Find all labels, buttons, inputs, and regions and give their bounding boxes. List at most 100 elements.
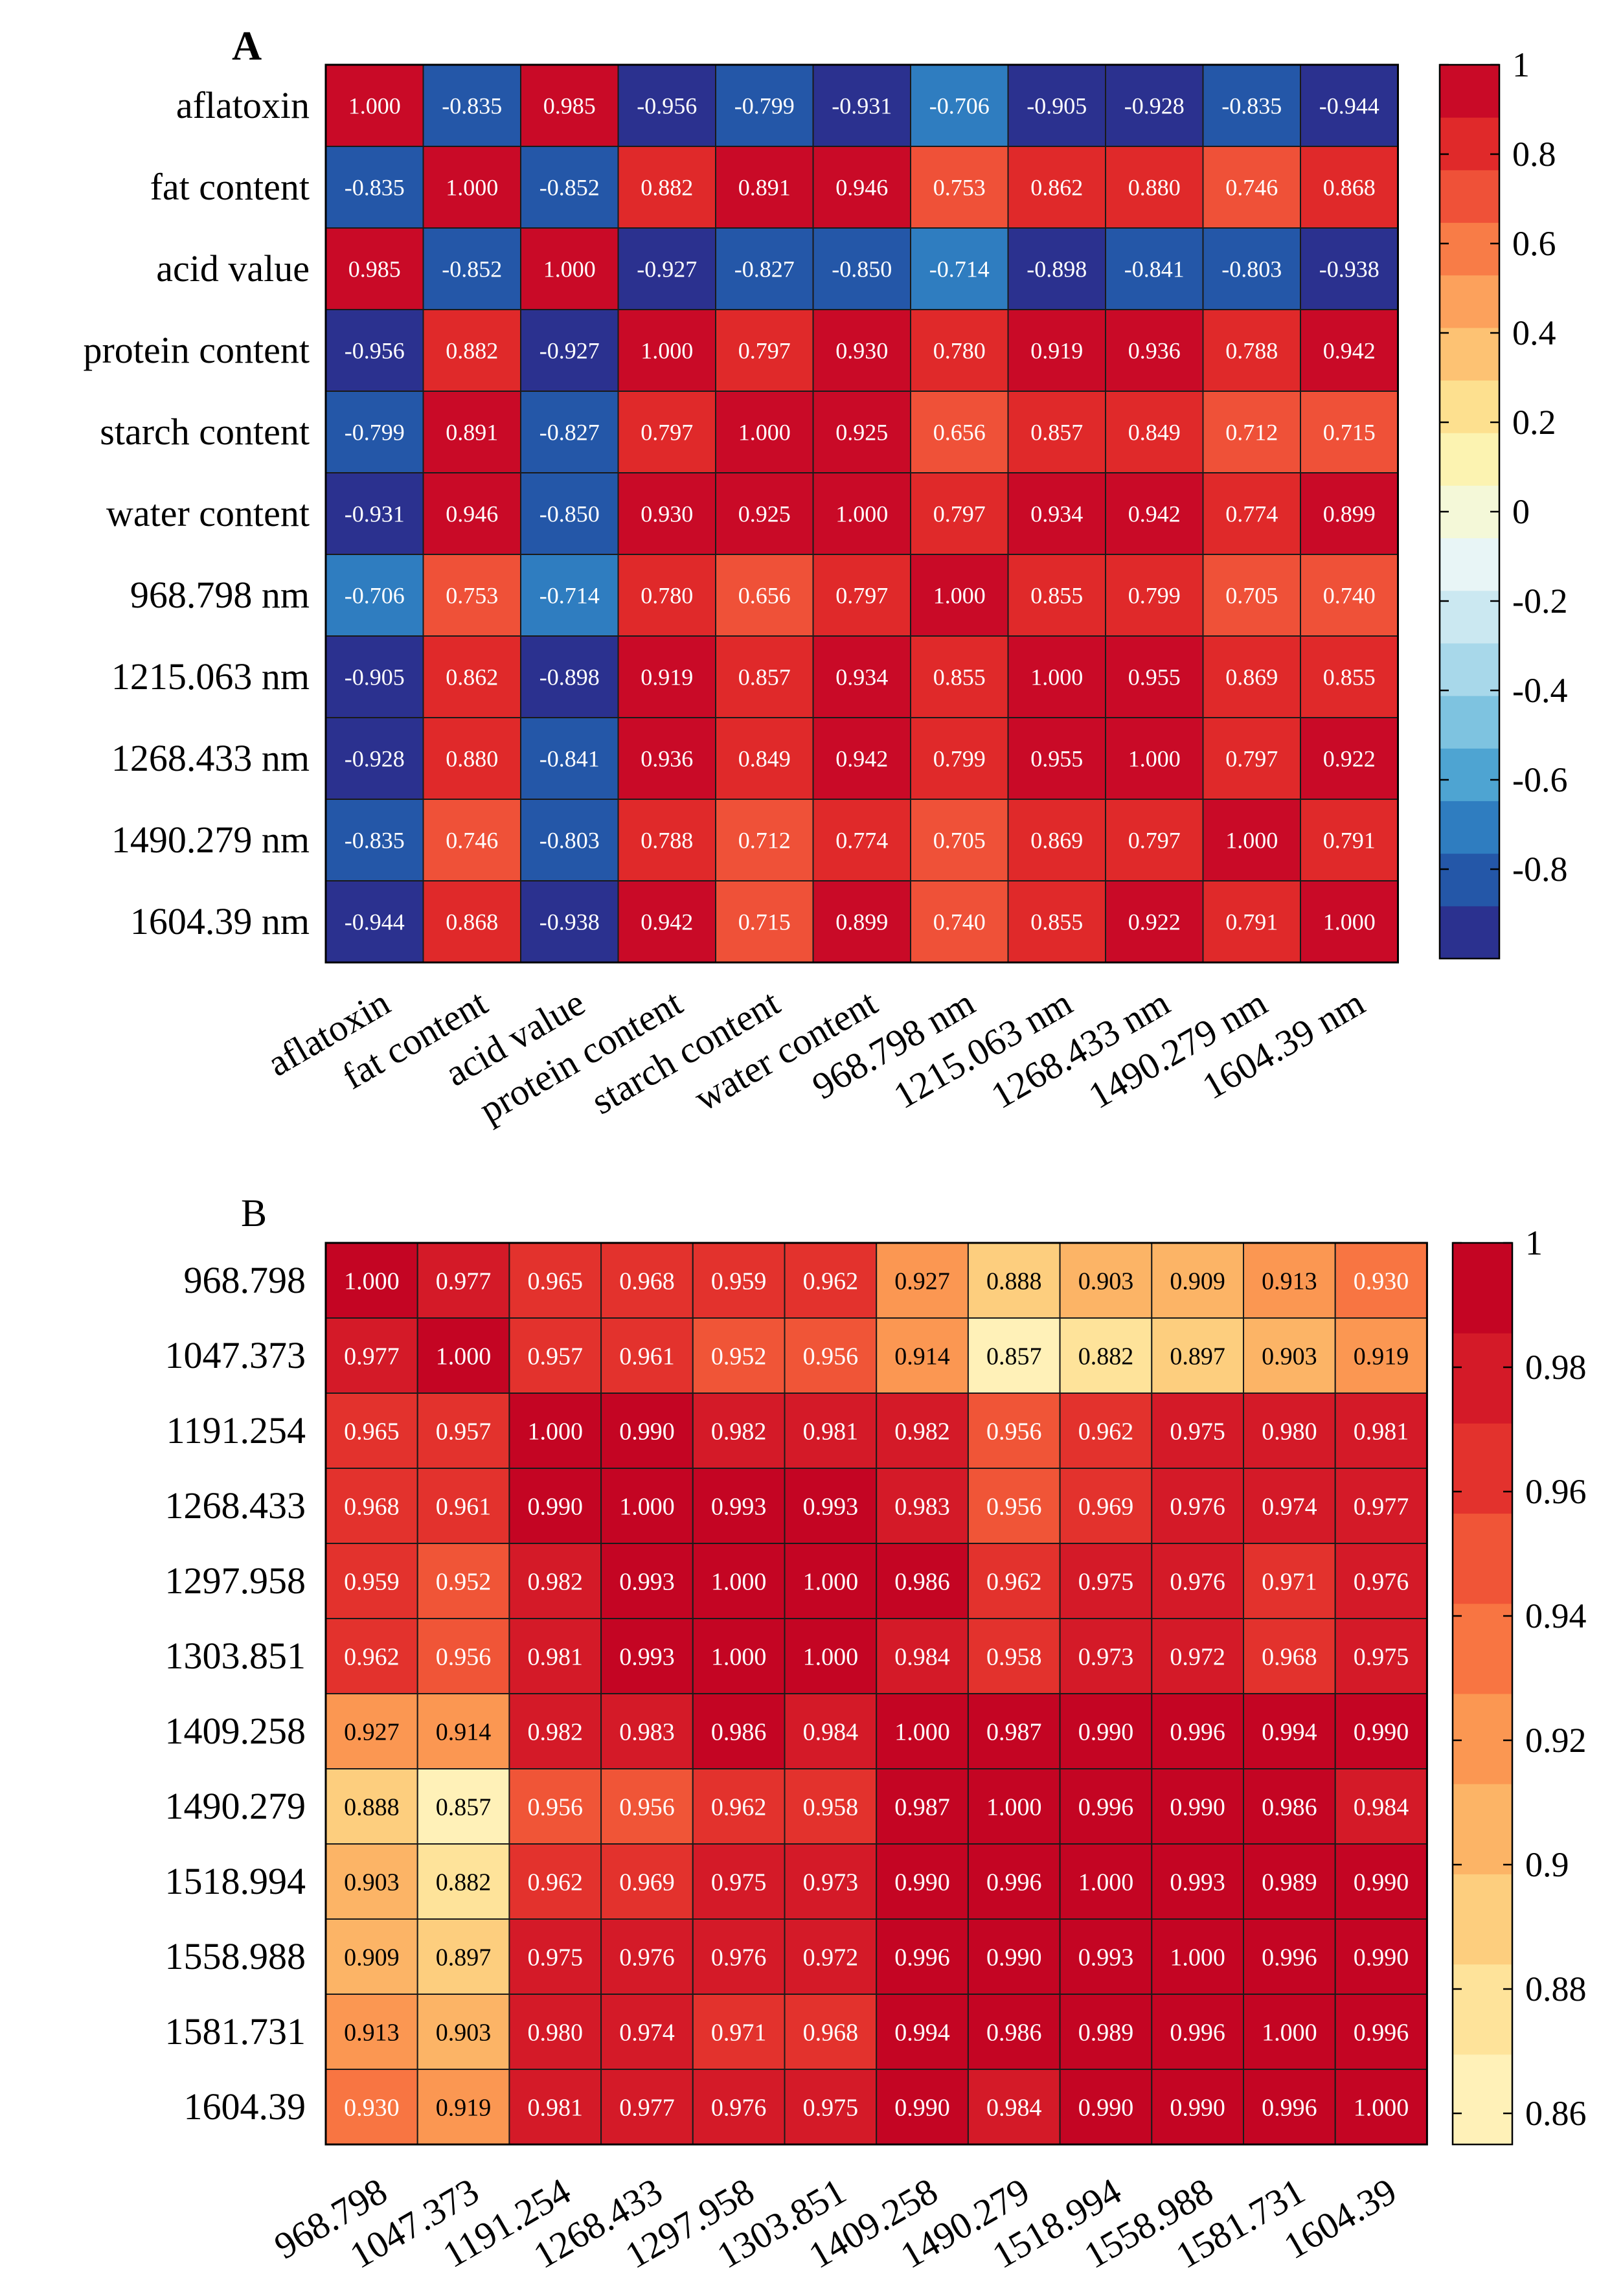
cell-value-label: 0.753 [933, 175, 986, 201]
colorbar-band [1453, 1603, 1512, 1694]
cell-value-label: 0.957 [436, 1418, 492, 1445]
cell-value-label: 0.869 [1225, 665, 1278, 690]
cell-value-label: 0.855 [1030, 583, 1083, 609]
cell-value-label: 0.984 [894, 1643, 950, 1670]
cell-value-label: 0.984 [986, 2094, 1042, 2121]
row-tick-label: aflatoxin [176, 84, 310, 126]
cell-value-label: 0.797 [835, 583, 888, 609]
cell-value-label: 0.934 [1030, 501, 1083, 527]
cell-value-label: 0.977 [344, 1343, 400, 1370]
colorbar-border [1451, 1242, 1514, 2146]
row-tick-label: 1604.39 nm [130, 900, 310, 942]
cell-value-label: -0.706 [345, 583, 405, 609]
heatmap-cell [508, 1317, 602, 1394]
colorbar-band [1440, 380, 1499, 433]
cell-value-label: 0.919 [1354, 1343, 1409, 1370]
panel-label: B [241, 1192, 267, 1234]
heatmap-cell [1202, 309, 1301, 392]
cell-value-label: 0.981 [528, 1643, 584, 1670]
heatmap-cell [910, 635, 1009, 718]
heatmap-cell [1243, 1918, 1336, 1995]
cell-value-label: -0.898 [539, 665, 600, 690]
cell-value-label: 0.984 [803, 1718, 859, 1745]
cell-value-label: -0.827 [539, 420, 600, 446]
cell-value-label: 0.962 [986, 1568, 1042, 1595]
heatmap-cell [692, 1768, 786, 1845]
colorbar-band [1453, 1513, 1512, 1604]
heatmap-cell [1151, 1317, 1245, 1394]
cell-value-label: 0.799 [1128, 583, 1181, 609]
cell-value-label: 0.956 [803, 1343, 859, 1370]
cell-value-label: 0.936 [1128, 338, 1181, 364]
cell-value-label: 0.980 [528, 2019, 584, 2046]
cell-value-label: 0.740 [933, 909, 986, 935]
cell-value-label: 0.791 [1323, 828, 1376, 854]
cell-value-label: 0.934 [835, 665, 888, 690]
heatmap-cell [1059, 1918, 1153, 1995]
heatmap-cell [1300, 717, 1399, 800]
row-tick-label: 1215.063 nm [111, 655, 310, 698]
heatmap-cell [1151, 1543, 1245, 1619]
colorbar-band [1440, 642, 1499, 696]
cell-value-label: 0.976 [1354, 1568, 1409, 1595]
heatmap-cell [325, 472, 424, 555]
heatmap-cell [1300, 880, 1399, 963]
heatmap-cell [1059, 1994, 1153, 2070]
cell-value-label: 0.993 [619, 1568, 675, 1595]
heatmap-cell [600, 1994, 694, 2070]
heatmap-cell [508, 1918, 602, 1995]
row-tick-label: fat content [150, 166, 310, 208]
heatmap-cell [520, 146, 619, 229]
heatmap-cell [520, 227, 619, 310]
heatmap-cell [1007, 717, 1106, 800]
colorbar-tick-label: 0.96 [1525, 1472, 1587, 1511]
heatmap-cell [520, 880, 619, 963]
cell-value-label: 0.987 [986, 1718, 1042, 1745]
heatmap-cell [1334, 1693, 1428, 1769]
cell-value-label: 0.993 [619, 1643, 675, 1670]
row-tick-label: protein content [83, 329, 310, 371]
cell-value-label: 0.946 [835, 175, 888, 201]
cell-value-label: 0.962 [1078, 1418, 1134, 1445]
colorbar-band [1440, 853, 1499, 907]
colorbar-band [1440, 696, 1499, 749]
heatmap-cell [325, 1468, 418, 1544]
heatmap-cell [876, 1768, 969, 1845]
cell-value-label: 0.971 [711, 2019, 767, 2046]
heatmap-cell [1334, 1317, 1428, 1394]
cell-value-label: 1.000 [1128, 746, 1181, 772]
heatmap-cell [325, 64, 424, 147]
cell-value-label: -0.714 [539, 583, 600, 609]
cell-value-label: 0.986 [986, 2019, 1042, 2046]
colorbar-tick-label: 0.88 [1525, 1970, 1587, 2008]
heatmap-cell [1334, 1843, 1428, 1920]
cell-value-label: 0.753 [446, 583, 498, 609]
heatmap-cell [1300, 799, 1399, 881]
cell-value-label: 0.855 [933, 665, 986, 690]
cell-value-label: -0.827 [734, 256, 795, 282]
colorbar-band [1440, 222, 1499, 276]
heatmap-cell [1334, 1543, 1428, 1619]
heatmap-cell [812, 64, 911, 147]
heatmap-cell [422, 554, 521, 637]
heatmap-cell [812, 554, 911, 637]
heatmap-cell [1151, 1242, 1245, 1319]
cell-value-label: 0.990 [1354, 1718, 1409, 1745]
cell-value-label: 0.956 [986, 1493, 1042, 1520]
colorbar-band [1453, 1333, 1512, 1424]
heatmap-cell [910, 717, 1009, 800]
heatmap-cell [692, 1392, 786, 1469]
cell-value-label: 0.857 [738, 665, 791, 690]
cell-value-label: 0.956 [619, 1793, 675, 1821]
cell-value-label: 0.955 [1128, 665, 1181, 690]
cell-value-label: 0.903 [1078, 1267, 1134, 1295]
colorbar-band [1440, 538, 1499, 591]
cell-value-label: 0.974 [619, 2019, 675, 2046]
heatmap-cell [1007, 146, 1106, 229]
cell-value-label: 1.000 [986, 1793, 1042, 1821]
heatmap-cell [876, 2069, 969, 2145]
cell-value-label: 0.930 [835, 338, 888, 364]
heatmap-cell [325, 635, 424, 718]
colorbar-tick-label: -0.8 [1512, 850, 1567, 889]
cell-value-label: 0.857 [986, 1343, 1042, 1370]
